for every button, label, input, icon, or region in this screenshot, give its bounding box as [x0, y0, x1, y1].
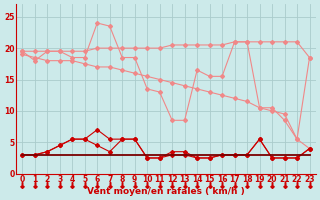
- X-axis label: Vent moyen/en rafales ( km/h ): Vent moyen/en rafales ( km/h ): [87, 187, 245, 196]
